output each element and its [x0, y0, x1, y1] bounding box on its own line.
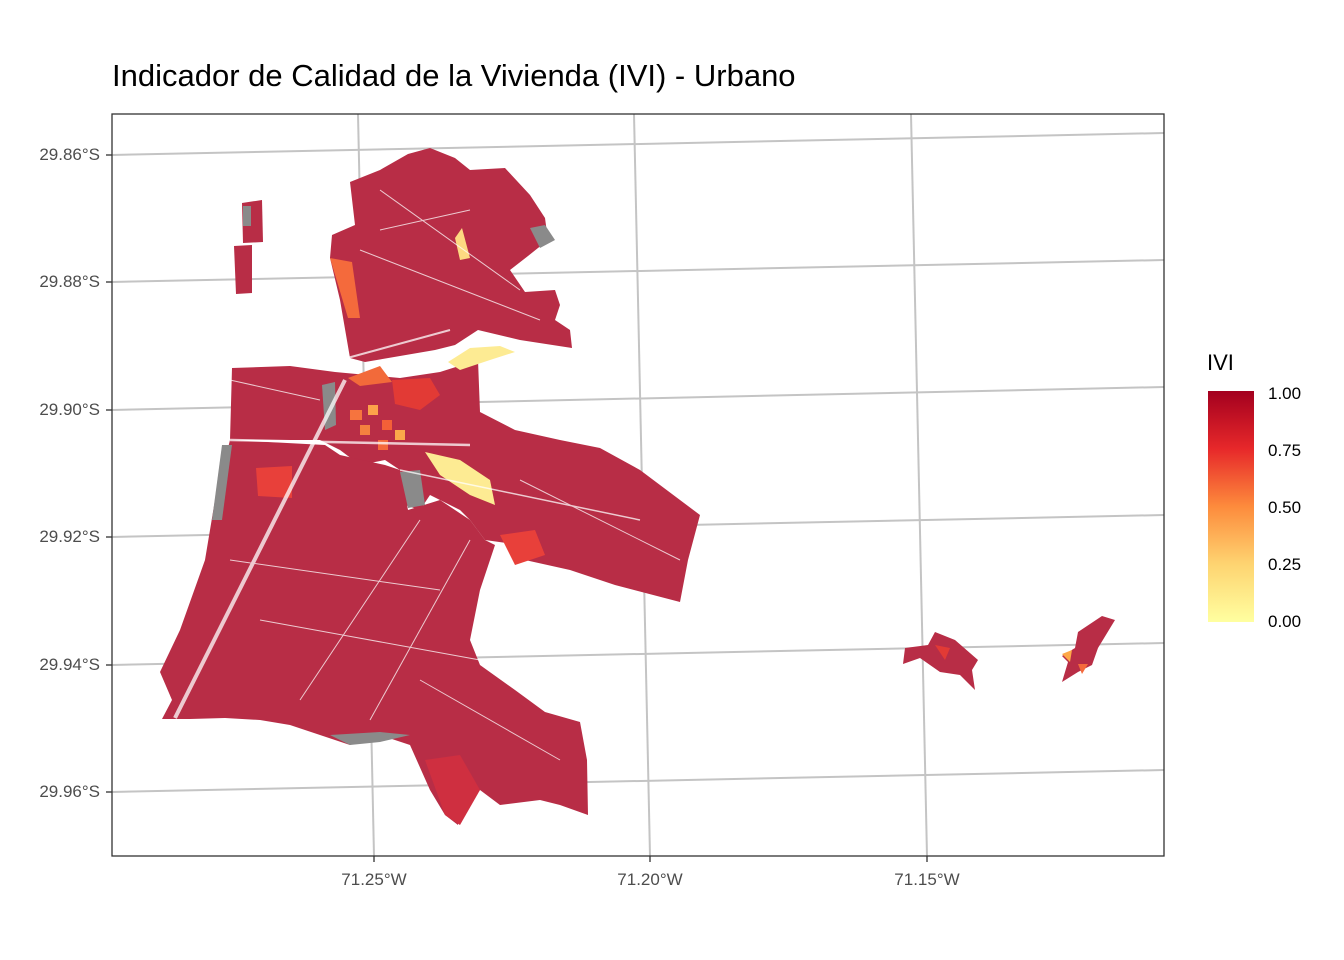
- legend-tick-label-2: 0.75: [1268, 441, 1302, 460]
- x-tick-label-3: 71.15°W: [894, 870, 960, 889]
- legend-tick-label-5: 0.00: [1268, 612, 1302, 631]
- center-orange-block-2: [368, 405, 378, 415]
- center-orange-block-4: [382, 420, 392, 430]
- north-district: [330, 148, 572, 362]
- west-islands: [234, 200, 263, 294]
- x-tick-label-1: 71.25°W: [341, 870, 407, 889]
- east-area-2-orange: [1062, 650, 1072, 662]
- red-patch-south: [500, 530, 545, 565]
- central-red-patch: [392, 378, 440, 410]
- street-7: [299, 519, 421, 701]
- central-orange-patch: [348, 366, 392, 386]
- west-strip-orange: [330, 258, 360, 318]
- legend-colorbar: [1208, 391, 1254, 622]
- street-13: [229, 379, 321, 401]
- east-area-1-highlight: [935, 645, 950, 660]
- east-area-2-red: [1078, 664, 1088, 674]
- panel-border: [111, 113, 1165, 857]
- na-patch-west-edge: [212, 445, 232, 520]
- y-axis-ticks: [106, 154, 112, 793]
- chart-title: Indicador de Calidad de la Vivienda (IVI…: [112, 58, 796, 93]
- street-4: [399, 469, 641, 521]
- legend-tick-label-3: 0.50: [1268, 498, 1302, 517]
- east-area-1: [903, 632, 978, 690]
- na-patch-south-coast: [330, 732, 410, 745]
- red-patch-bottom: [425, 755, 480, 825]
- red-patch-west: [256, 466, 292, 498]
- yellow-patch-north: [448, 346, 515, 370]
- street-2: [173, 379, 347, 719]
- y-tick-label-1: 29.86°S: [39, 145, 100, 164]
- street-network: [173, 189, 681, 761]
- x-axis-ticks: [373, 856, 928, 862]
- x-tick-label-2: 71.20°W: [617, 870, 683, 889]
- east-area-2: [1062, 616, 1115, 682]
- legend-title: IVI: [1207, 350, 1234, 375]
- na-patch-northeast: [530, 225, 555, 248]
- street-8: [369, 539, 471, 721]
- legend-tick-label-1: 1.00: [1268, 384, 1302, 403]
- center-orange-block-6: [378, 440, 388, 450]
- y-tick-label-3: 29.90°S: [39, 400, 100, 419]
- y-tick-label-6: 29.96°S: [39, 782, 100, 801]
- street-10: [229, 559, 441, 591]
- east-urban-areas: [903, 616, 1115, 690]
- legend-gradient: [1208, 391, 1254, 622]
- grid-line-lon-3: [910, 114, 928, 856]
- grid-line-lat-6: [112, 769, 1164, 793]
- center-orange-block-3: [360, 425, 370, 435]
- legend-tick-label-4: 0.25: [1268, 555, 1302, 574]
- street-11: [519, 479, 681, 561]
- street-3: [339, 329, 451, 361]
- y-tick-label-5: 29.94°S: [39, 655, 100, 674]
- west-island-gap: [243, 206, 251, 226]
- center-orange-block-1: [350, 410, 362, 420]
- na-patch-central: [400, 470, 425, 508]
- y-tick-label-4: 29.92°S: [39, 527, 100, 546]
- yellow-patch-middle: [425, 452, 495, 505]
- street-5: [379, 189, 521, 291]
- grid-line-lat-1: [112, 132, 1164, 156]
- street-1: [229, 438, 471, 447]
- west-island-south: [234, 245, 252, 294]
- y-tick-label-2: 29.88°S: [39, 272, 100, 291]
- main-urban-area: [160, 148, 700, 825]
- street-6: [359, 249, 541, 321]
- center-orange-block-5: [395, 430, 405, 440]
- street-14: [379, 209, 471, 231]
- street-9: [259, 619, 481, 661]
- street-12: [419, 679, 561, 761]
